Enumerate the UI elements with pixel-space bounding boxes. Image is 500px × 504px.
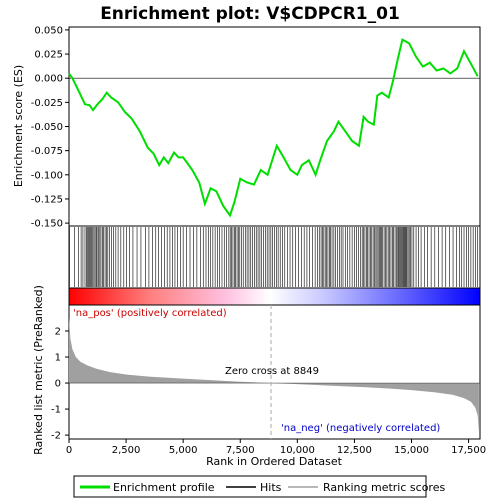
rank-color-bar bbox=[68, 287, 481, 306]
neg-correlated-label: 'na_neg' (negatively correlated) bbox=[281, 423, 440, 434]
es-y-tick-label: -0.050 bbox=[31, 122, 63, 133]
metric-y-tick-label: 1 bbox=[55, 353, 61, 364]
metric-y-tick-label: 0 bbox=[55, 379, 61, 390]
es-y-tick-label: -0.125 bbox=[31, 194, 63, 205]
es-panel-frame bbox=[68, 26, 481, 227]
metric-y-tick-label: 2 bbox=[55, 327, 61, 338]
x-axis-label: Rank in Ordered Dataset bbox=[206, 455, 343, 468]
hits-marks bbox=[69, 227, 479, 287]
es-y-tick-label: 0.050 bbox=[34, 25, 63, 36]
chart-title: Enrichment plot: V$CDPCR1_01 bbox=[100, 4, 400, 24]
metric-y-tick-label: -2 bbox=[51, 431, 61, 442]
x-tick-label: 12,500 bbox=[337, 445, 372, 456]
enrichment-profile-line bbox=[68, 38, 479, 218]
metric-y-axis-label: Ranked list metric (PreRanked) bbox=[32, 285, 45, 455]
zero-cross-label: Zero cross at 8849 bbox=[225, 366, 319, 377]
legend-enrichment-label: Enrichment profile bbox=[113, 481, 215, 494]
es-y-tick-label: -0.075 bbox=[31, 146, 63, 157]
es-y-tick-label: 0.000 bbox=[34, 74, 63, 85]
legend-hits-label: Hits bbox=[260, 481, 282, 494]
x-tick-label: 15,000 bbox=[394, 445, 429, 456]
x-axis: 0 2,500 5,000 7,500 10,000 12,500 15,000 17,500 bbox=[66, 439, 486, 456]
es-y-tick-label: -0.100 bbox=[31, 170, 63, 181]
legend: Enrichment profile Hits Ranking metric s… bbox=[73, 475, 445, 498]
metric-y-axis: 2 1 0 -1 -2 bbox=[51, 327, 69, 442]
es-y-tick-label: -0.025 bbox=[31, 98, 63, 109]
x-tick-label: 2,500 bbox=[112, 445, 141, 456]
x-tick-label: 17,500 bbox=[451, 445, 486, 456]
x-tick-label: 7,500 bbox=[226, 445, 255, 456]
x-tick-label: 5,000 bbox=[169, 445, 198, 456]
es-y-axis-label: Enrichment score (ES) bbox=[12, 65, 25, 187]
x-tick-label: 0 bbox=[66, 445, 72, 456]
es-y-axis: 0.050 0.025 0.000 -0.025 -0.050 -0.075 -0.100 -… bbox=[31, 25, 69, 230]
x-tick-label: 10,000 bbox=[280, 445, 315, 456]
metric-y-tick-label: -1 bbox=[51, 405, 61, 416]
pos-correlated-label: 'na_pos' (positively correlated) bbox=[73, 308, 227, 319]
es-y-tick-label: -0.150 bbox=[31, 219, 63, 230]
metric-panel-frame bbox=[68, 304, 481, 440]
es-y-tick-label: 0.025 bbox=[34, 50, 63, 61]
legend-ranking-label: Ranking metric scores bbox=[323, 481, 445, 494]
